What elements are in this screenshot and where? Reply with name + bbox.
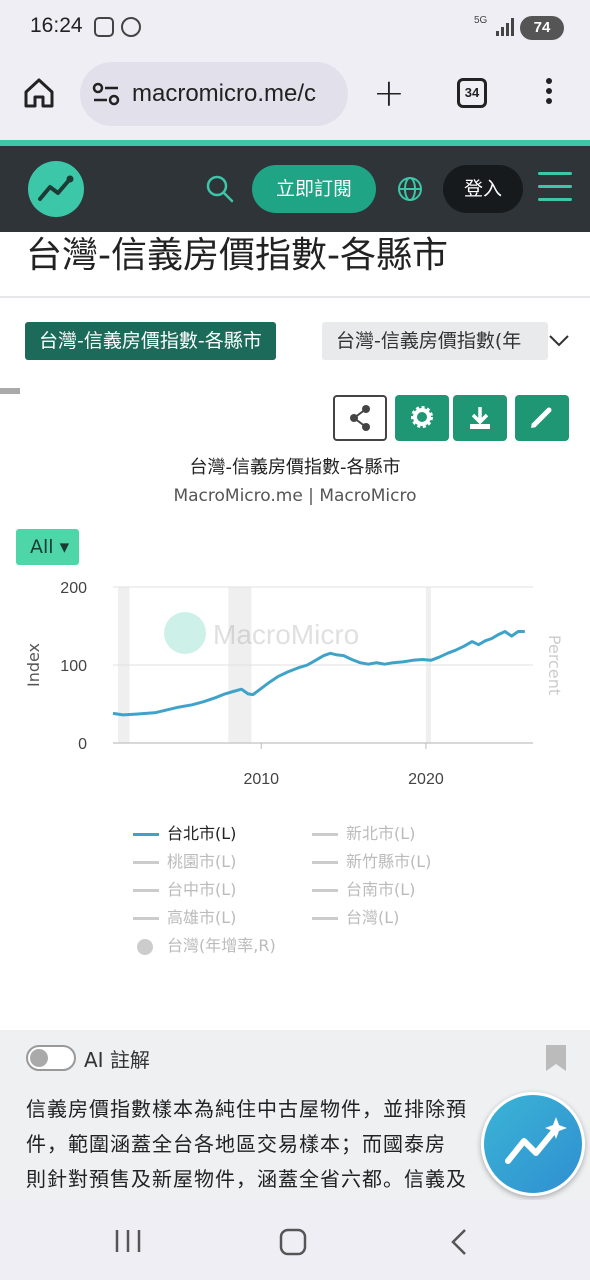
home-button-icon[interactable] [279, 1228, 307, 1256]
legend-swatch [312, 861, 338, 864]
legend-swatch [312, 917, 338, 920]
login-button[interactable]: 登入 [443, 165, 523, 213]
download-button[interactable] [453, 395, 507, 441]
legend-label: 台灣(年增率,R) [167, 936, 276, 955]
battery-indicator: 74 [520, 16, 564, 40]
download-icon [470, 407, 490, 429]
chrome-icon [121, 17, 141, 37]
page-title: 台灣-信義房價指數-各縣市 [26, 235, 448, 276]
legend-label: 台北市(L) [167, 824, 237, 843]
hamburger-menu-icon[interactable] [538, 172, 572, 211]
tab-switcher-button[interactable]: 34 [457, 78, 487, 108]
legend-label: 高雄市(L) [167, 908, 237, 927]
legend-swatch [133, 833, 159, 836]
settings-button[interactable] [395, 395, 449, 441]
macromicro-logo[interactable] [28, 161, 84, 217]
chart-series [112, 630, 525, 717]
legend-label: 桃園市(L) [167, 852, 237, 871]
y-tick-label: 100 [60, 658, 87, 675]
home-icon[interactable] [22, 76, 56, 110]
system-nav-bar [0, 1200, 590, 1280]
share-icon [350, 405, 370, 431]
network-type: 5G [474, 15, 488, 26]
ai-annotation-text: 信義房價指數樣本為純住中古屋物件，並排除預 件，範圍涵蓋全台各地區交易樣本；而國… [26, 1092, 586, 1197]
browser-toolbar: macromicro.me/c + 34 [0, 56, 590, 140]
legend-dot-icon [137, 938, 153, 955]
gear-icon [411, 406, 433, 428]
legend-item[interactable]: 新竹縣市(L) [312, 848, 431, 872]
legend-item[interactable]: 高雄市(L) [133, 904, 236, 928]
legend-swatch [312, 833, 338, 836]
edit-button[interactable] [515, 395, 569, 441]
legend-label: 新北市(L) [346, 824, 416, 843]
scroll-marker [0, 388, 20, 394]
chart-tab-inactive[interactable]: 台灣-信義房價指數(年 [322, 322, 548, 360]
x-tick-label: 2010 [243, 771, 279, 788]
search-icon[interactable] [205, 174, 235, 204]
ai-text-line: 則針對預售及新屋物件，涵蓋全省六都。信義及 [26, 1167, 467, 1191]
legend-swatch [133, 889, 159, 892]
globe-icon[interactable] [397, 176, 423, 202]
legend-item[interactable]: 台北市(L) [133, 820, 236, 844]
chevron-down-icon[interactable] [548, 326, 570, 356]
back-icon[interactable] [448, 1228, 470, 1256]
legend-item[interactable]: 新北市(L) [312, 820, 415, 844]
legend-item[interactable]: 桃園市(L) [133, 848, 236, 872]
line-chart: MacroMicro 200 100 0 2010 2020 Index Percent [24, 580, 564, 788]
chart-axes: 200 100 0 2010 2020 [60, 580, 444, 788]
legend-item[interactable]: 台灣(年增率,R) [133, 932, 276, 956]
more-options-icon[interactable] [546, 78, 554, 108]
chart-gridlines [113, 586, 533, 744]
ai-toggle[interactable] [26, 1045, 76, 1071]
legend-item[interactable]: 台中市(L) [133, 876, 236, 900]
legend-item[interactable]: 台灣(L) [312, 904, 399, 928]
recent-apps-icon[interactable] [114, 1228, 142, 1254]
ai-text-line: 件，範圍涵蓋全台各地區交易樣本；而國泰房 [26, 1132, 446, 1156]
site-header: 立即訂閱 登入 [0, 146, 590, 232]
share-button[interactable] [333, 395, 387, 441]
bookmark-icon[interactable] [546, 1045, 566, 1071]
status-bar: 16:24 5G 74 [0, 0, 590, 56]
watermark-text: MacroMicro [213, 619, 359, 650]
range-selector-button[interactable]: All ▾ [16, 529, 79, 565]
y2-axis-label: Percent [545, 635, 564, 695]
ai-text-line: 信義房價指數樣本為純住中古屋物件，並排除預 [26, 1097, 467, 1121]
url-text: macromicro.me/c [132, 80, 317, 107]
chart-tab-active[interactable]: 台灣-信義房價指數-各縣市 [25, 322, 276, 360]
legend-label: 台中市(L) [167, 880, 237, 899]
x-tick-label: 2020 [408, 771, 444, 788]
watermark-logo-icon [164, 612, 206, 654]
pencil-icon [531, 407, 552, 428]
screenshot-icon [94, 17, 114, 37]
header-accent-line [0, 140, 590, 146]
chart-title: 台灣-信義房價指數-各縣市 [189, 457, 401, 478]
ai-assistant-button[interactable] [481, 1092, 585, 1196]
ai-label: AI 註解 [84, 1048, 150, 1072]
y-tick-label: 0 [78, 736, 87, 753]
divider [0, 296, 590, 298]
chart-watermark: MacroMicro [164, 612, 359, 654]
legend-item[interactable]: 台南市(L) [312, 876, 415, 900]
legend-swatch [133, 917, 159, 920]
address-bar[interactable]: macromicro.me/c [80, 62, 348, 126]
legend-label: 台南市(L) [346, 880, 416, 899]
site-settings-icon[interactable] [92, 82, 120, 106]
new-tab-icon[interactable]: + [373, 71, 405, 115]
ai-sparkle-chart-icon [505, 1117, 567, 1164]
y-axis-label: Index [24, 643, 43, 687]
series-line-taipei [112, 630, 525, 717]
subscribe-button[interactable]: 立即訂閱 [252, 165, 376, 213]
legend-label: 台灣(L) [346, 908, 400, 927]
signal-icon [496, 18, 514, 36]
legend-label: 新竹縣市(L) [346, 852, 432, 871]
status-time: 16:24 [30, 14, 83, 37]
chart-subtitle: MacroMicro.me | MacroMicro [173, 486, 417, 506]
y-tick-label: 200 [60, 580, 87, 597]
legend-swatch [133, 861, 159, 864]
legend-swatch [312, 889, 338, 892]
